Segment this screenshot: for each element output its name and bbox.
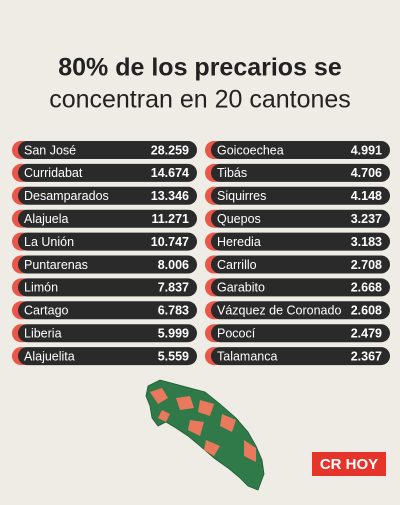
- row-name: Alajuelita: [24, 349, 75, 363]
- row-value: 4.148: [351, 189, 382, 203]
- row-name: Curridabat: [24, 166, 83, 180]
- row-value: 11.271: [151, 212, 189, 226]
- row-name: Pococí: [217, 326, 256, 340]
- title-line-2: concentran en 20 cantones: [49, 86, 351, 114]
- row-bar: [211, 141, 390, 159]
- row-value: 4.991: [351, 143, 382, 157]
- row-name: San José: [24, 143, 76, 157]
- row-name: Cartago: [24, 304, 69, 318]
- row-value: 4.706: [351, 166, 382, 180]
- row-value: 13.346: [151, 189, 189, 203]
- row-name: La Unión: [24, 235, 74, 249]
- row-bar: [18, 232, 197, 251]
- row-value: 8.006: [158, 258, 189, 272]
- title-line-1: 80% de los precarios se: [58, 54, 342, 82]
- logo: CR HOY: [320, 456, 378, 473]
- row-name: Tibás: [217, 166, 247, 180]
- row-name: Desamparados: [24, 189, 109, 203]
- row-name: Liberia: [24, 326, 62, 340]
- row-bar: [18, 324, 197, 343]
- row-name: Limón: [24, 281, 58, 295]
- row-value: 5.559: [158, 349, 189, 363]
- map: [145, 379, 265, 491]
- row-value: 7.837: [158, 281, 189, 295]
- row-name: Garabito: [217, 281, 265, 295]
- row-value: 2.668: [351, 281, 382, 295]
- row-bar: [18, 186, 197, 205]
- row-value: 6.783: [158, 304, 189, 318]
- row-name: Vázquez de Coronado: [217, 304, 341, 318]
- row-value: 2.479: [351, 326, 382, 340]
- row-value: 28.259: [151, 143, 189, 157]
- row-value: 10.747: [151, 235, 189, 249]
- logo-box: [312, 452, 386, 476]
- row-bar: [18, 209, 197, 228]
- row-bar: [18, 347, 197, 366]
- row-bar: [18, 141, 197, 159]
- row-name: Carrillo: [217, 258, 257, 272]
- row-bar: [211, 324, 390, 343]
- row-value: 14.674: [151, 166, 189, 180]
- row-bar: [211, 163, 390, 182]
- row-bar: [211, 278, 390, 297]
- row-bar: [211, 301, 390, 320]
- row-bar: [18, 278, 197, 297]
- row-bar: [211, 232, 390, 251]
- row-bar: [18, 301, 197, 320]
- row-value: 5.999: [158, 326, 189, 340]
- row-bar: [211, 255, 390, 274]
- row-name: Goicoechea: [217, 143, 284, 157]
- row-value: 3.237: [351, 212, 382, 226]
- row-name: Quepos: [217, 212, 261, 226]
- row-name: Puntarenas: [24, 258, 88, 272]
- row-bar: [18, 163, 197, 182]
- row-value: 2.608: [351, 304, 382, 318]
- row-name: Heredia: [217, 235, 261, 249]
- row-bar: [18, 255, 197, 274]
- row-name: Talamanca: [217, 349, 277, 363]
- row-value: 2.708: [351, 258, 382, 272]
- row-value: 3.183: [351, 235, 382, 249]
- row-bar: [211, 347, 390, 366]
- row-bar: [211, 209, 390, 228]
- row-bar: [211, 186, 390, 205]
- table: San José 28.259 Curridabat 14.674 Desamparad…: [12, 141, 390, 366]
- row-name: Siquirres: [217, 189, 266, 203]
- row-name: Alajuela: [24, 212, 69, 226]
- row-value: 2.367: [351, 349, 382, 363]
